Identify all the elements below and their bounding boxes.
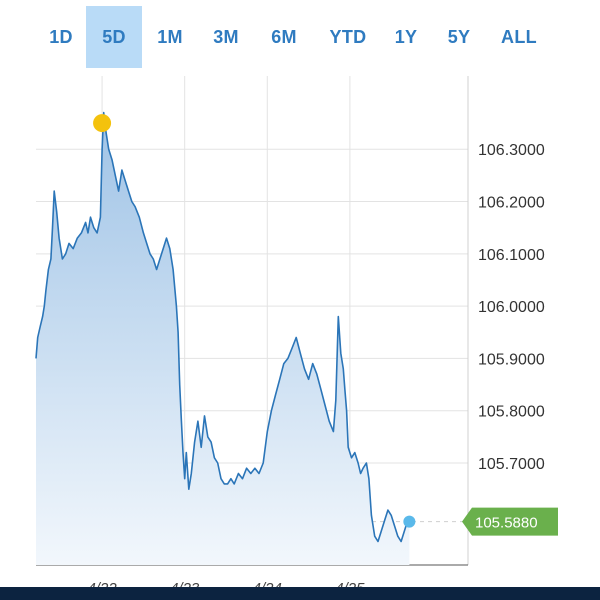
time-range-selector: 1D 5D 1M 3M 6M YTD 1Y 5Y ALL: [0, 0, 600, 72]
last-point-marker: [403, 515, 416, 528]
range-tab-1y[interactable]: 1Y: [394, 26, 418, 47]
y-tick-label: 106.3000: [478, 142, 545, 159]
y-tick-label: 106.2000: [478, 195, 545, 212]
range-tab-all[interactable]: ALL: [501, 26, 537, 47]
high-point-marker: [93, 114, 112, 133]
y-tick-label: 106.1000: [478, 247, 545, 264]
y-tick-label: 105.7000: [478, 456, 545, 473]
y-tick-label: 105.9000: [478, 351, 545, 368]
range-tab-1m[interactable]: 1M: [157, 26, 183, 47]
range-tab-5y[interactable]: 5Y: [447, 26, 471, 47]
last-value-tag: [462, 507, 558, 536]
last-value-label: 105.5880: [475, 515, 538, 532]
y-tick-label: 106.0000: [478, 299, 545, 316]
price-chart-svg: 106.3000 106.2000 106.1000 106.0000 105.9000…: [35, 76, 558, 597]
y-tick-label: 105.8000: [478, 404, 545, 421]
range-tab-ytd[interactable]: YTD: [329, 26, 367, 47]
range-tab-5d[interactable]: 5D: [86, 6, 142, 68]
range-tab-3m[interactable]: 3M: [213, 26, 239, 47]
bottom-bar: [0, 587, 600, 600]
price-area: [36, 112, 410, 565]
range-tab-1d[interactable]: 1D: [49, 26, 73, 47]
price-line: [35, 111, 410, 543]
price-chart[interactable]: 106.3000 106.2000 106.1000 106.0000 105.9000…: [0, 72, 600, 600]
range-tab-6m[interactable]: 6M: [271, 26, 297, 47]
